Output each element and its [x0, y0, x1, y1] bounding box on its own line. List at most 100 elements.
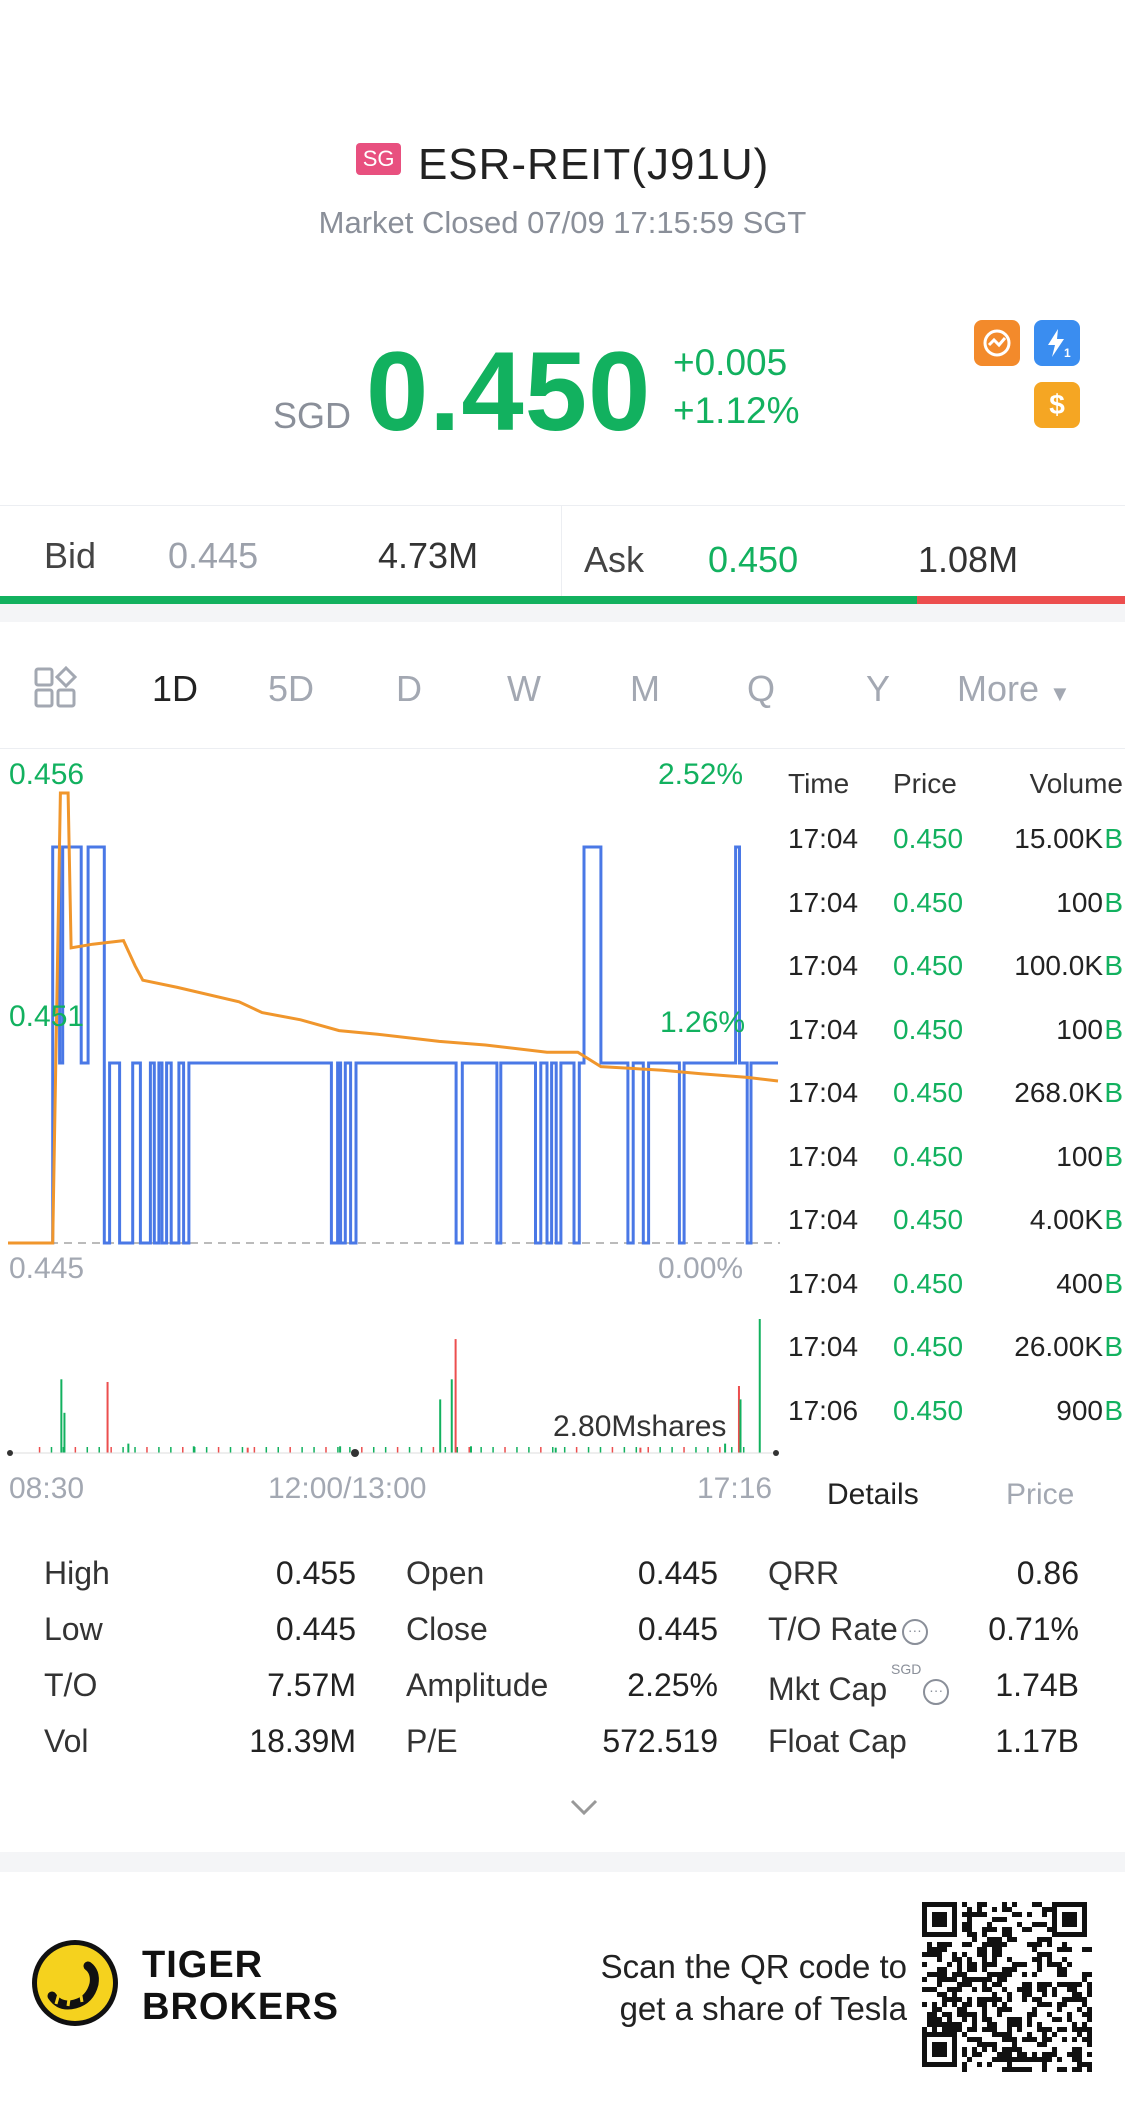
volume-bar-small [396, 1447, 399, 1453]
volume-bar-small [731, 1447, 733, 1453]
chevron-down-icon: ▼ [1049, 681, 1071, 706]
tick-volume: 100 [1056, 886, 1103, 918]
tab-1d[interactable]: 1D [152, 668, 199, 709]
tick-volume: 26.00K [1014, 1331, 1103, 1362]
tab-price[interactable]: Price [1006, 1478, 1075, 1511]
pct-label-top: 2.52% [658, 758, 744, 791]
stat-label-pe: P/E [406, 1723, 458, 1759]
bid-volume: 4.73M [378, 535, 479, 576]
volume-bar-small [86, 1447, 89, 1453]
volume-bar-small [480, 1447, 482, 1453]
volume-bar-small [408, 1447, 411, 1453]
volume-bar-small [277, 1447, 279, 1453]
volume-bar-small [432, 1447, 435, 1453]
volume-bar [450, 1379, 453, 1453]
volume-bar-small [158, 1447, 160, 1453]
stat-label-volume: Vol [44, 1723, 89, 1759]
tab-5d[interactable]: 5D [268, 668, 315, 709]
quote-header: SG ESR-REIT(J91U) Market Closed 07/09 17… [0, 0, 1125, 500]
table-row: 17:04 0.450 400 B [786, 1268, 1125, 1331]
bid-ask-separator [561, 505, 562, 597]
volume-bar-small [217, 1447, 220, 1453]
volume-bar-small [38, 1447, 41, 1453]
scan-text-line2: get a share of Tesla [619, 1990, 907, 2027]
analysis-icon[interactable] [974, 320, 1020, 366]
tick-volume: 400 [1056, 1267, 1103, 1299]
tick-price: 0.450 [893, 950, 964, 981]
volume-bar [639, 1447, 642, 1453]
col-header-time: Time [788, 768, 850, 799]
tab-m[interactable]: M [630, 668, 660, 709]
info-icon[interactable]: ··· [923, 1678, 950, 1705]
stat-value-qrr: 0.86 [1016, 1555, 1079, 1591]
currency-label: SGD [273, 395, 352, 436]
axis-dot-left [7, 1450, 13, 1456]
scan-text-line1: Scan the QR code to [600, 1948, 907, 1985]
volume-bar-small [516, 1447, 518, 1453]
stat-label-open: Open [406, 1555, 485, 1591]
stat-value-pe: 572.519 [602, 1723, 718, 1759]
volume-bar-small [265, 1447, 268, 1453]
tab-details[interactable]: Details [827, 1478, 919, 1511]
volume-bar-small [719, 1447, 721, 1453]
tick-volume: 4.00K [1029, 1204, 1103, 1235]
table-row: 17:04 0.450 100.0K B [786, 950, 1125, 1013]
volume-bar-small [444, 1447, 447, 1453]
volume-bar-small [98, 1447, 100, 1453]
table-row: 17:04 0.450 4.00K B [786, 1204, 1125, 1267]
pct-label-bottom: 0.00% [658, 1252, 744, 1285]
price-chart-svg [7, 791, 780, 1457]
stat-label-float-cap: Float Cap [768, 1723, 907, 1759]
tiger-brokers-logo [32, 1940, 118, 2026]
dollar-icon[interactable]: $ [1034, 382, 1080, 428]
volume-bar-small [62, 1447, 65, 1453]
volume-bar-small [337, 1447, 339, 1453]
volume-bar-small [623, 1447, 626, 1453]
tab-y[interactable]: Y [866, 668, 891, 709]
section-spacer [0, 1852, 1125, 1872]
flash-level1-icon[interactable]: 1 [1034, 320, 1080, 366]
volume-bar-small [372, 1447, 375, 1453]
volume-bar [758, 1319, 761, 1453]
volume-bar-small [468, 1447, 470, 1453]
bid-label: Bid [44, 535, 97, 576]
stat-value-mkt-cap: 1.74B [995, 1667, 1079, 1703]
stat-value-amplitude: 2.25% [627, 1667, 718, 1703]
title-row: SG ESR-REIT(J91U) [0, 140, 1125, 190]
tick-volume: 100 [1056, 1013, 1103, 1045]
stat-label-turnover-rate: T/O Rate ··· [768, 1611, 928, 1648]
chart-layout-icon[interactable] [34, 666, 80, 712]
tick-price: 0.450 [893, 1140, 964, 1172]
tick-price: 0.450 [893, 1331, 964, 1362]
tab-q[interactable]: Q [747, 668, 776, 709]
tab-d[interactable]: D [396, 668, 422, 709]
intraday-chart[interactable]: 0.456 0.451 0.445 2.52% 1.26% 0.00% 2.80… [0, 750, 780, 1510]
table-row: 17:04 0.450 15.00K B [786, 823, 1125, 886]
tick-time: 17:04 [788, 1204, 859, 1235]
tab-w[interactable]: W [507, 668, 541, 709]
tick-time: 17:04 [788, 1140, 859, 1172]
volume-bar [60, 1379, 63, 1453]
brand-line1: TIGER [142, 1944, 264, 1986]
info-icon[interactable]: ··· [901, 1618, 928, 1645]
col-header-price: Price [893, 768, 957, 799]
expand-chevron-icon[interactable] [566, 1795, 602, 1819]
bid-ask-panel[interactable]: Bid 0.445 4.73M Ask 0.450 1.08M [0, 505, 1125, 600]
volume-bar-small [50, 1447, 53, 1453]
volume-bar-small [420, 1447, 423, 1453]
volume-bar-small [384, 1447, 387, 1453]
tick-side: B [1104, 1394, 1123, 1426]
table-row: 17:04 0.450 26.00K B [786, 1331, 1125, 1394]
volume-bar-small [587, 1447, 590, 1453]
stock-title: ESR-REIT(J91U) [417, 140, 770, 189]
tick-side: B [1104, 823, 1123, 854]
time-start: 08:30 [9, 1472, 85, 1505]
volume-bar-small [182, 1447, 184, 1453]
tab-more[interactable]: More ▼ [957, 668, 1071, 710]
tick-time: 17:04 [788, 823, 859, 854]
divider [0, 505, 1125, 506]
volume-bar-small [349, 1447, 351, 1453]
bid-price: 0.445 [168, 535, 259, 576]
tick-volume: 100.0K [1014, 950, 1103, 981]
last-price: 0.450 [366, 329, 652, 454]
